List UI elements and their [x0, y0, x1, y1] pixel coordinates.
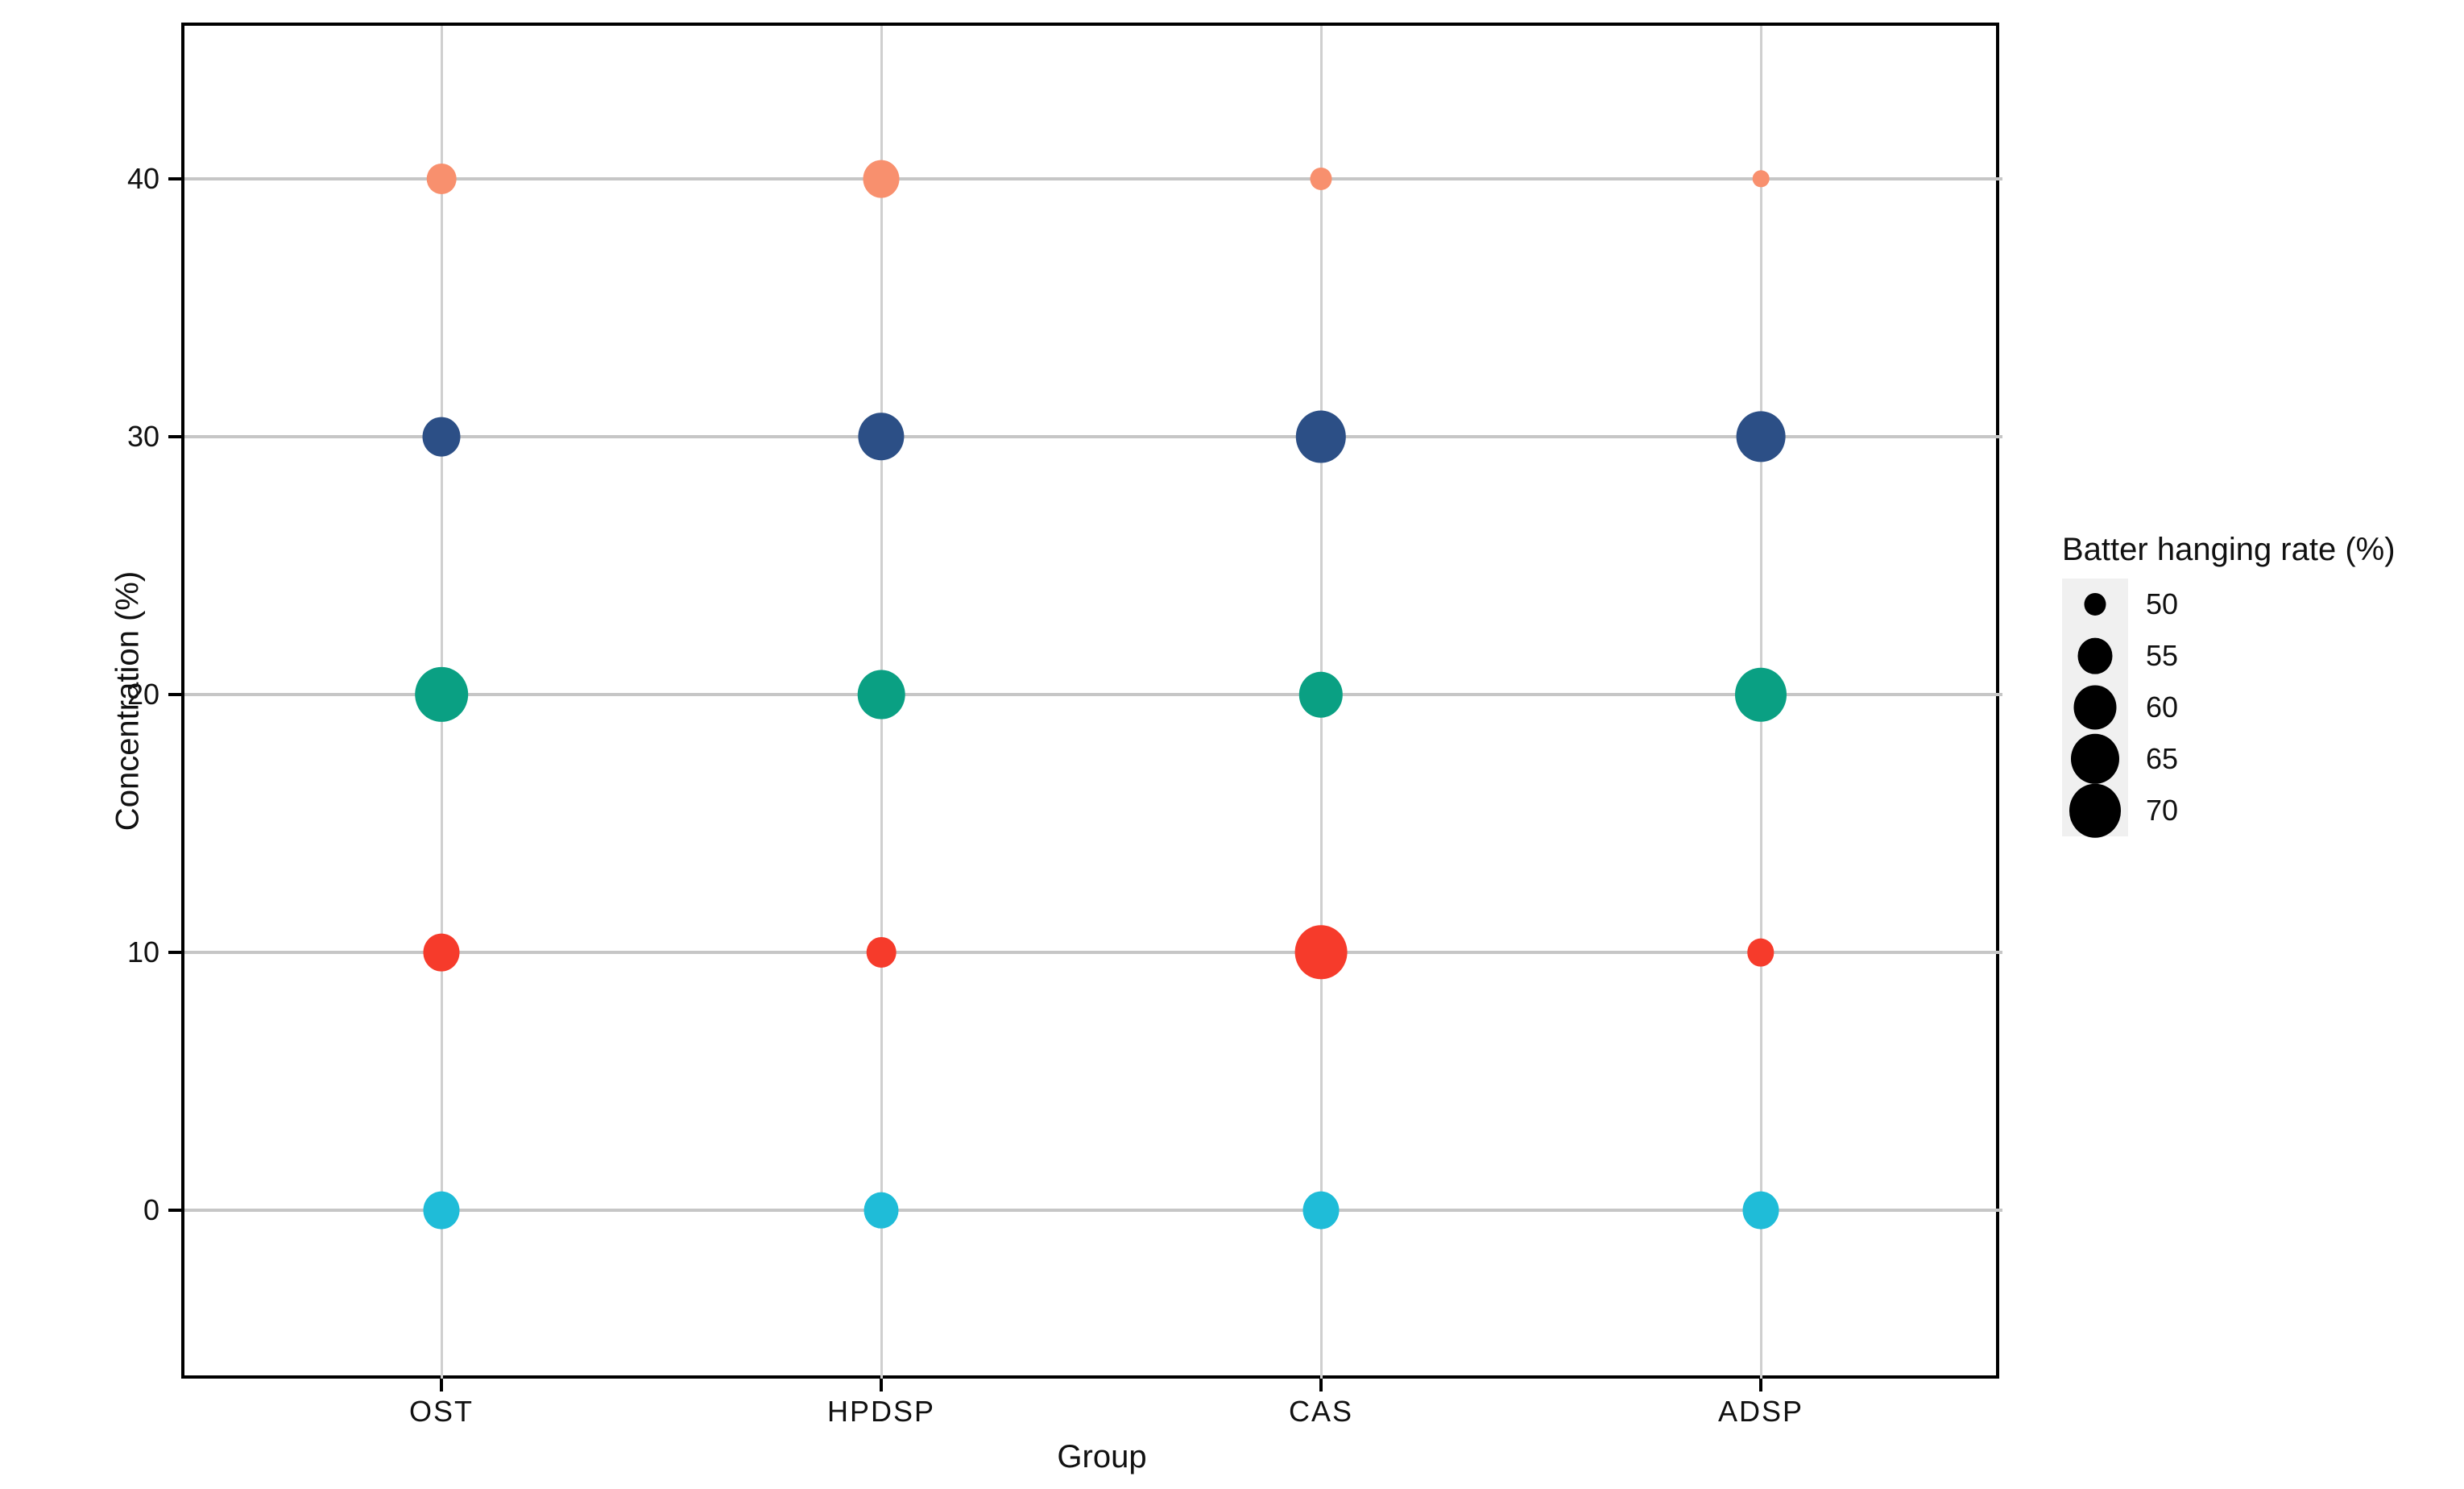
x-tick-label: CAS: [1288, 1395, 1354, 1428]
data-bubble: [1752, 170, 1770, 188]
y-tick-mark: [168, 693, 181, 696]
data-bubble: [423, 933, 460, 972]
x-tick-mark: [1319, 1379, 1323, 1392]
y-tick-label: 30: [126, 420, 159, 453]
data-bubble: [1736, 411, 1786, 462]
h-gridline: [184, 435, 2002, 438]
y-axis-title: Concentration (%): [110, 570, 146, 831]
h-gridline: [184, 177, 2002, 180]
data-bubble: [857, 670, 905, 720]
data-bubble: [863, 1192, 899, 1229]
data-bubble: [422, 417, 461, 457]
y-tick-mark: [168, 177, 181, 180]
x-tick-label: HPDSP: [826, 1395, 936, 1428]
y-tick-mark: [168, 951, 181, 954]
legend-size-label: 65: [2146, 742, 2179, 775]
y-tick-mark: [168, 1209, 181, 1212]
h-gridline: [184, 1209, 2002, 1212]
legend-size-dot: [2073, 685, 2117, 730]
legend-size-label: 60: [2146, 691, 2179, 724]
y-tick-label: 10: [126, 935, 159, 968]
data-bubble: [1747, 938, 1774, 967]
y-tick-label: 20: [126, 678, 159, 711]
x-tick-label: OST: [408, 1395, 474, 1428]
data-bubble: [866, 936, 897, 968]
legend-size-label: 70: [2146, 794, 2179, 827]
plot-panel: [181, 23, 2002, 1382]
data-bubble: [415, 666, 468, 723]
y-tick-label: 0: [143, 1193, 159, 1226]
data-bubble: [1298, 671, 1344, 718]
legend-size-label: 50: [2146, 587, 2179, 620]
legend-title: Batter hanging rate (%): [2062, 532, 2396, 567]
data-bubble: [858, 413, 905, 461]
h-gridline: [184, 693, 2002, 696]
data-bubble: [1302, 1191, 1340, 1230]
x-tick-mark: [880, 1379, 883, 1392]
data-bubble: [426, 163, 457, 195]
data-bubble: [1742, 1191, 1779, 1230]
legend-size-dot: [2069, 783, 2121, 838]
h-gridline: [184, 951, 2002, 954]
data-bubble: [423, 1191, 460, 1230]
legend-size-label: 55: [2146, 639, 2179, 672]
legend-size-dot: [2084, 592, 2106, 616]
data-bubble: [1294, 925, 1348, 980]
x-tick-mark: [440, 1379, 443, 1392]
data-bubble: [1310, 167, 1332, 191]
x-tick-mark: [1759, 1379, 1762, 1392]
data-bubble: [1735, 667, 1787, 722]
data-bubble: [1295, 410, 1347, 463]
y-tick-mark: [168, 435, 181, 438]
legend-size-dot: [2077, 637, 2113, 674]
legend-size-dot: [2071, 733, 2119, 785]
x-tick-label: ADSP: [1717, 1395, 1804, 1428]
y-tick-label: 40: [126, 162, 159, 195]
x-axis-title: Group: [1057, 1439, 1147, 1474]
data-bubble: [863, 160, 900, 198]
